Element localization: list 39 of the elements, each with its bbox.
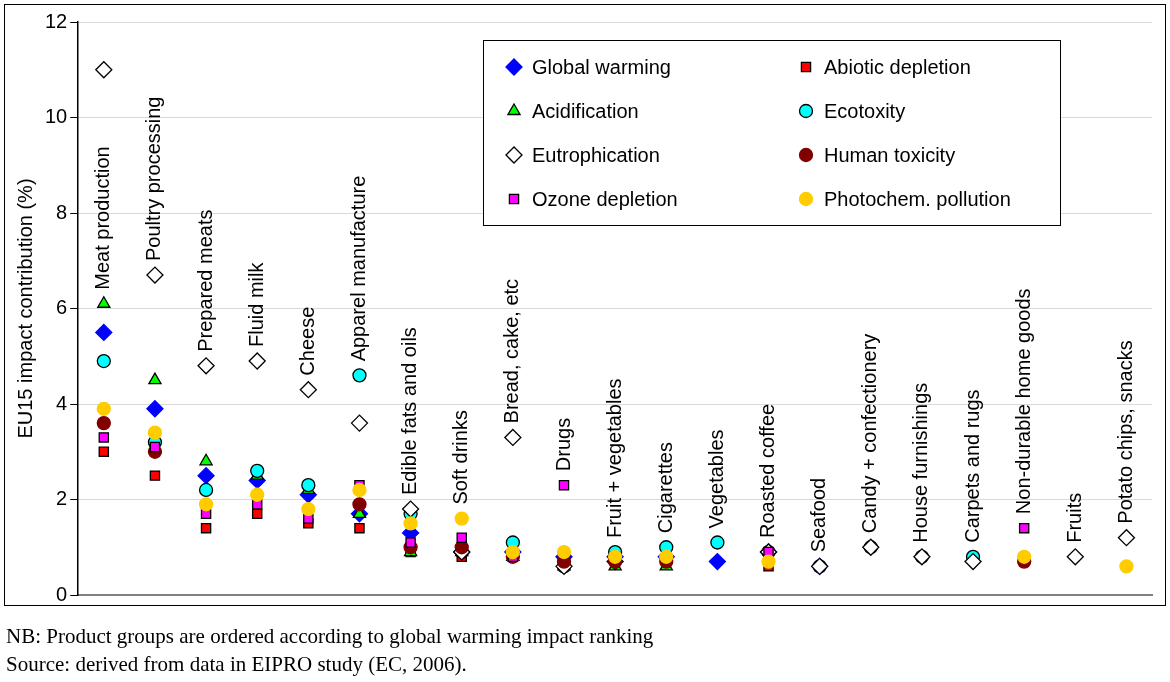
x-tick-label: Soft drinks bbox=[449, 410, 472, 505]
x-tick-label: Cheese bbox=[295, 306, 318, 376]
x-tick-label: Bread, cake, etc bbox=[500, 278, 523, 424]
x-tick-label: Carpets and rugs bbox=[960, 389, 983, 543]
x-tick-label: Meat production bbox=[91, 146, 114, 290]
y-axis-title: EU15 impact contribution (%) bbox=[13, 178, 36, 439]
x-tick-label: Fluid milk bbox=[244, 261, 267, 348]
x-tick-label: Candy + confectionery bbox=[858, 333, 881, 534]
legend-label: Photochem. pollution bbox=[824, 187, 1011, 211]
text: NB: Product groups are ordered according to global warming impact ranking bbox=[6, 623, 654, 650]
x-tick-label: Potato chips, snacks bbox=[1113, 340, 1136, 524]
legend-label: Ozone depletion bbox=[532, 187, 678, 211]
x-tick-label: Roasted coffee bbox=[756, 403, 779, 539]
legend-label: Eutrophication bbox=[532, 143, 660, 167]
y-tick-label: 8 bbox=[56, 200, 68, 223]
x-tick-label: Apparel manufacture bbox=[346, 175, 369, 362]
x-tick-label: Poultry processing bbox=[142, 96, 165, 262]
legend-label: Ecotoxity bbox=[824, 99, 906, 123]
y-tick-label: 10 bbox=[45, 105, 68, 128]
y-tick-label: 0 bbox=[56, 582, 68, 605]
x-tick-label: Drugs bbox=[551, 417, 574, 472]
x-tick-label: Non-durable home goods bbox=[1011, 288, 1034, 515]
source-note: Source: derived from data in EIPRO study (EC, 2006). bbox=[6, 651, 468, 678]
legend-label: Abiotic depletion bbox=[824, 55, 971, 79]
y-tick-label: 6 bbox=[56, 296, 68, 319]
y-tick-label: 12 bbox=[45, 9, 68, 32]
y-tick-label: 2 bbox=[56, 487, 68, 510]
x-tick-label: Cigarettes bbox=[653, 442, 676, 534]
legend-label: Human toxicity bbox=[824, 143, 956, 167]
x-tick-label: Edible fats and oils bbox=[398, 327, 421, 496]
legend-label: Global warming bbox=[532, 55, 671, 79]
legend-label: Acidification bbox=[532, 99, 639, 123]
x-tick-label: Prepared meats bbox=[193, 209, 216, 352]
x-tick-label: Vegetables bbox=[704, 429, 727, 529]
x-tick-label: House furnishings bbox=[909, 382, 932, 543]
x-tick-label: Seafood bbox=[807, 477, 830, 553]
x-tick-label: Fruits bbox=[1062, 492, 1085, 543]
x-tick-label: Fruit + vegetables bbox=[602, 378, 625, 539]
y-tick-label: 4 bbox=[56, 391, 68, 414]
